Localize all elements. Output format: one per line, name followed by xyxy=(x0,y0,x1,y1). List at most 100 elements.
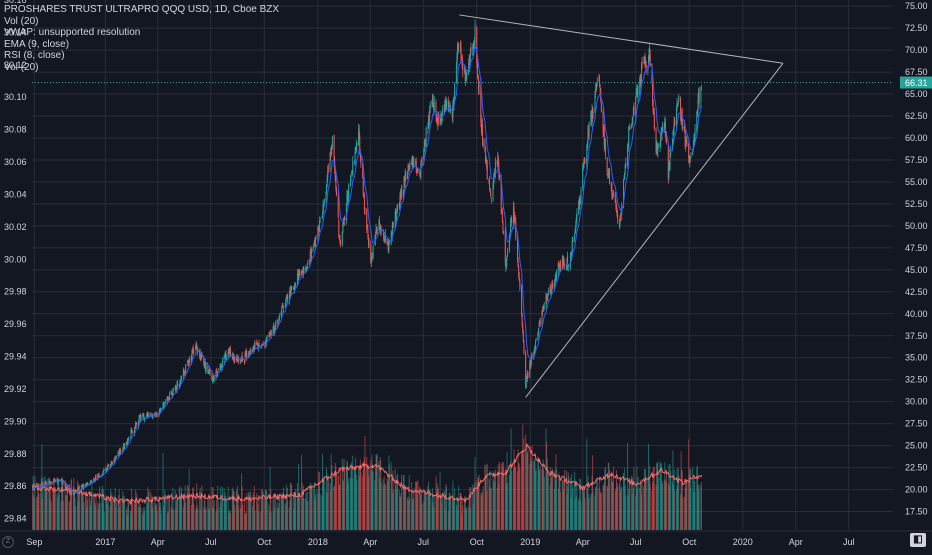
candle-body xyxy=(191,355,193,363)
candle-body xyxy=(684,125,686,131)
time-axis[interactable]: Sep 2017 Apr Jul Oct 2018 Apr Jul Oct 2019 Apr Jul O… xyxy=(0,530,932,550)
candle-body xyxy=(205,365,207,371)
candle-body xyxy=(230,348,232,356)
legend-vol-2[interactable]: Vol (20) xyxy=(4,61,39,73)
volume-bar xyxy=(433,495,435,530)
trendlines[interactable] xyxy=(459,14,784,398)
candle-body xyxy=(67,485,69,489)
legend-vwap[interactable]: VWAP: unsupported resolution xyxy=(4,27,141,39)
candle-body xyxy=(657,147,659,152)
candle-body xyxy=(512,206,514,224)
candle-body xyxy=(590,112,592,122)
volume-bar xyxy=(664,480,666,530)
candle-body xyxy=(498,175,500,179)
volume-bar xyxy=(602,485,604,530)
volume-bar xyxy=(490,487,492,530)
candle-body xyxy=(525,352,527,387)
candle-body xyxy=(164,403,166,405)
candle-body xyxy=(698,93,700,98)
candle-body xyxy=(314,239,316,245)
volume-bar xyxy=(386,478,388,530)
candle-body xyxy=(543,304,545,310)
candle-body xyxy=(546,295,548,300)
volume-bar xyxy=(156,510,158,530)
volume-bar xyxy=(445,484,447,530)
volume-bar xyxy=(158,498,160,530)
candle-body xyxy=(604,140,606,156)
volume-bar xyxy=(260,511,262,530)
candle-body xyxy=(107,464,109,469)
volume-bar xyxy=(261,498,263,530)
volume-bar xyxy=(652,467,654,530)
legend-ema[interactable]: EMA (9, close) xyxy=(4,38,70,50)
candle-body xyxy=(529,362,531,378)
volume-bar xyxy=(292,492,294,530)
trendline-lower[interactable] xyxy=(525,62,784,398)
volume-bar xyxy=(697,484,699,530)
candle-body xyxy=(432,95,434,102)
volume-bar xyxy=(334,485,336,530)
volume-bar xyxy=(677,485,679,530)
volume-bar xyxy=(698,484,700,530)
candle-body xyxy=(32,486,34,490)
volume-bar xyxy=(482,493,484,530)
right-axis-label: 65.00 xyxy=(905,89,928,99)
candle-body xyxy=(690,152,692,158)
volume-bar xyxy=(504,469,506,530)
candle-body xyxy=(252,349,254,352)
trendline-upper[interactable] xyxy=(459,14,784,64)
candle-body xyxy=(608,168,610,184)
right-axis[interactable]: 75.0072.5070.0067.5065.0062.5060.0057.50… xyxy=(893,0,932,550)
right-axis-label: 67.50 xyxy=(905,67,928,77)
volume-bar xyxy=(546,442,548,530)
volume-bar xyxy=(574,471,576,530)
candle-body xyxy=(425,127,427,147)
volume-bar xyxy=(458,486,460,530)
candle-body xyxy=(273,326,275,333)
legend-rsi[interactable]: RSI (8, close) xyxy=(4,50,65,62)
candle-body xyxy=(103,469,105,471)
candle-body xyxy=(497,157,499,160)
legend-vol[interactable]: Vol (20) xyxy=(4,15,39,27)
candle-body xyxy=(403,176,405,190)
candle-body xyxy=(196,348,198,353)
volume-bar xyxy=(408,500,410,530)
candle-body xyxy=(672,131,674,142)
volume-bar xyxy=(333,486,335,530)
legend-title[interactable]: PROSHARES TRUST ULTRAPRO QQQ USD, 1D, Cb… xyxy=(4,4,280,15)
volume-bar xyxy=(586,487,588,530)
volume-bar xyxy=(330,454,332,530)
volume-bar xyxy=(526,451,528,530)
volume-bar xyxy=(129,510,131,530)
volume-bar xyxy=(583,487,585,530)
candle-body xyxy=(447,99,449,107)
candle-body xyxy=(339,236,341,243)
candle-body xyxy=(602,112,604,132)
candle-body xyxy=(154,413,156,416)
right-axis-label: 22.50 xyxy=(905,463,928,473)
left-axis[interactable]: 30.1630.1430.1230.1030.0830.0630.0430.02… xyxy=(4,0,27,524)
candle-body xyxy=(392,225,394,227)
volume-bar xyxy=(239,507,241,530)
candle-body xyxy=(142,414,144,416)
volume-bar xyxy=(114,487,116,530)
volume-bar xyxy=(627,495,629,530)
candle-body xyxy=(163,405,165,407)
candle-body xyxy=(220,366,222,368)
candle-body xyxy=(82,484,84,489)
timezone-button[interactable]: Z xyxy=(2,536,14,548)
volume-bar xyxy=(678,475,680,530)
volume-bar xyxy=(685,480,687,530)
candle-body xyxy=(146,414,148,418)
candle-body xyxy=(588,130,590,135)
candle-body xyxy=(557,263,559,274)
volume-bar xyxy=(641,480,643,530)
candle-body xyxy=(641,61,643,65)
candle-body xyxy=(207,365,209,373)
volume-bar xyxy=(282,487,284,530)
candle-body xyxy=(223,356,225,361)
volume-bar xyxy=(472,503,474,530)
candle-body xyxy=(624,172,626,179)
